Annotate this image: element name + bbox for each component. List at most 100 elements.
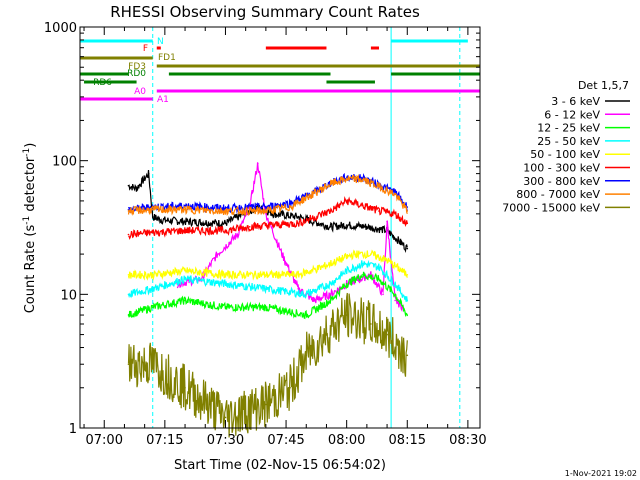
annotation-f: F [143,44,379,54]
data-point-2-5 [305,314,308,316]
data-point-4-1 [151,274,154,276]
data-point-3-1 [151,288,154,290]
series-7 [127,173,409,217]
annotation-n: N [80,37,468,47]
data-point-7-0 [127,210,130,212]
data-point-8-1 [151,363,154,366]
data-point-6-12 [406,206,409,208]
y-tick-label-0: 1 [69,422,77,437]
data-point-8-11 [386,333,388,336]
x-tick-label-0: 07:00 [86,433,123,448]
data-point-8-10 [370,323,372,325]
chart-title: RHESSI Observing Summary Count Rates [110,3,420,21]
legend-label-4: 50 - 100 keV [530,148,600,161]
annotation-label-rd0: RD0 [127,69,146,79]
data-point-5-1 [151,231,154,234]
data-point-4-9 [370,253,372,255]
data-point-8-7 [305,354,308,357]
data-point-3-7 [345,269,348,272]
data-point-1-7 [281,253,283,255]
data-point-3-6 [329,282,332,285]
data-point-1-3 [236,233,239,236]
data-point-5-10 [378,210,380,212]
data-point-0-14 [398,240,400,242]
data-point-7-6 [313,192,316,195]
data-point-4-8 [353,253,356,255]
series-line-4 [127,249,408,281]
series-3 [127,259,409,302]
data-point-6-3 [224,207,227,210]
x-tick-label-2: 07:30 [207,433,244,448]
data-point-1-6 [265,213,267,215]
annotation-label-fd3: FD3 [128,62,146,72]
data-point-8-5 [265,403,267,406]
data-point-8-3 [208,403,211,406]
data-point-3-5 [305,293,308,296]
data-point-6-4 [265,206,267,208]
legend-label-2: 12 - 25 keV [537,122,600,135]
data-point-7-3 [224,210,227,212]
annotation-rd6: RD6 [84,78,375,88]
legend-title: Det 1,5,7 [578,79,629,92]
data-point-3-4 [265,288,267,290]
data-point-2-4 [265,306,267,309]
series-8 [127,292,409,438]
data-point-1-9 [313,299,316,302]
data-point-7-8 [345,178,348,180]
data-point-5-3 [224,229,227,232]
data-point-8-12 [406,354,409,357]
x-tick-label-4: 08:00 [328,433,365,448]
data-point-7-7 [329,183,332,185]
annotation-label-rd6: RD6 [93,78,112,88]
x-tick-label-5: 08:15 [389,433,426,448]
annotation-label-a0: A0 [134,87,146,97]
data-point-7-11 [394,193,396,196]
data-point-0-3 [151,216,154,218]
data-point-7-2 [184,208,186,211]
data-point-0-10 [329,226,332,228]
data-point-1-2 [216,253,219,255]
annotation-label-fd1: FD1 [158,53,176,63]
data-point-3-3 [224,282,227,285]
data-point-5-4 [248,226,251,228]
data-point-4-10 [386,259,388,262]
data-point-3-0 [127,293,130,296]
data-point-7-5 [289,206,291,208]
data-point-4-11 [406,274,409,276]
data-point-2-1 [151,306,154,309]
data-point-7-4 [265,210,267,212]
data-point-3-2 [184,278,186,280]
series-line-8 [127,292,408,438]
data-point-5-6 [297,222,299,225]
data-point-1-14 [386,220,388,223]
series-line-0 [128,169,408,253]
series-line-5 [128,196,408,240]
legend-label-5: 100 - 300 keV [523,162,600,175]
data-point-4-3 [224,274,227,276]
series-2 [127,271,409,320]
plot-frame [79,26,481,429]
data-point-5-5 [273,224,275,226]
legend-label-3: 25 - 50 keV [537,135,600,148]
data-point-0-11 [345,224,348,226]
series-line-2 [127,271,408,320]
data-point-3-8 [362,262,364,265]
data-point-2-3 [224,306,227,309]
y-tick-label-3: 1000 [44,21,77,36]
y-tick-label-2: 100 [52,155,77,170]
data-point-3-9 [378,266,380,268]
data-point-3-10 [394,282,396,285]
data-point-6-2 [184,204,186,207]
data-point-2-2 [184,299,186,302]
data-point-7-12 [406,210,409,212]
legend-label-8: 7000 - 15000 keV [502,201,600,214]
annotation-a0: A0 [80,87,153,101]
legend-label-1: 6 - 12 keV [544,108,600,121]
data-point-2-8 [362,274,364,276]
data-point-1-8 [297,288,299,290]
series-0 [127,169,409,253]
legend-label-0: 3 - 6 keV [551,95,600,108]
